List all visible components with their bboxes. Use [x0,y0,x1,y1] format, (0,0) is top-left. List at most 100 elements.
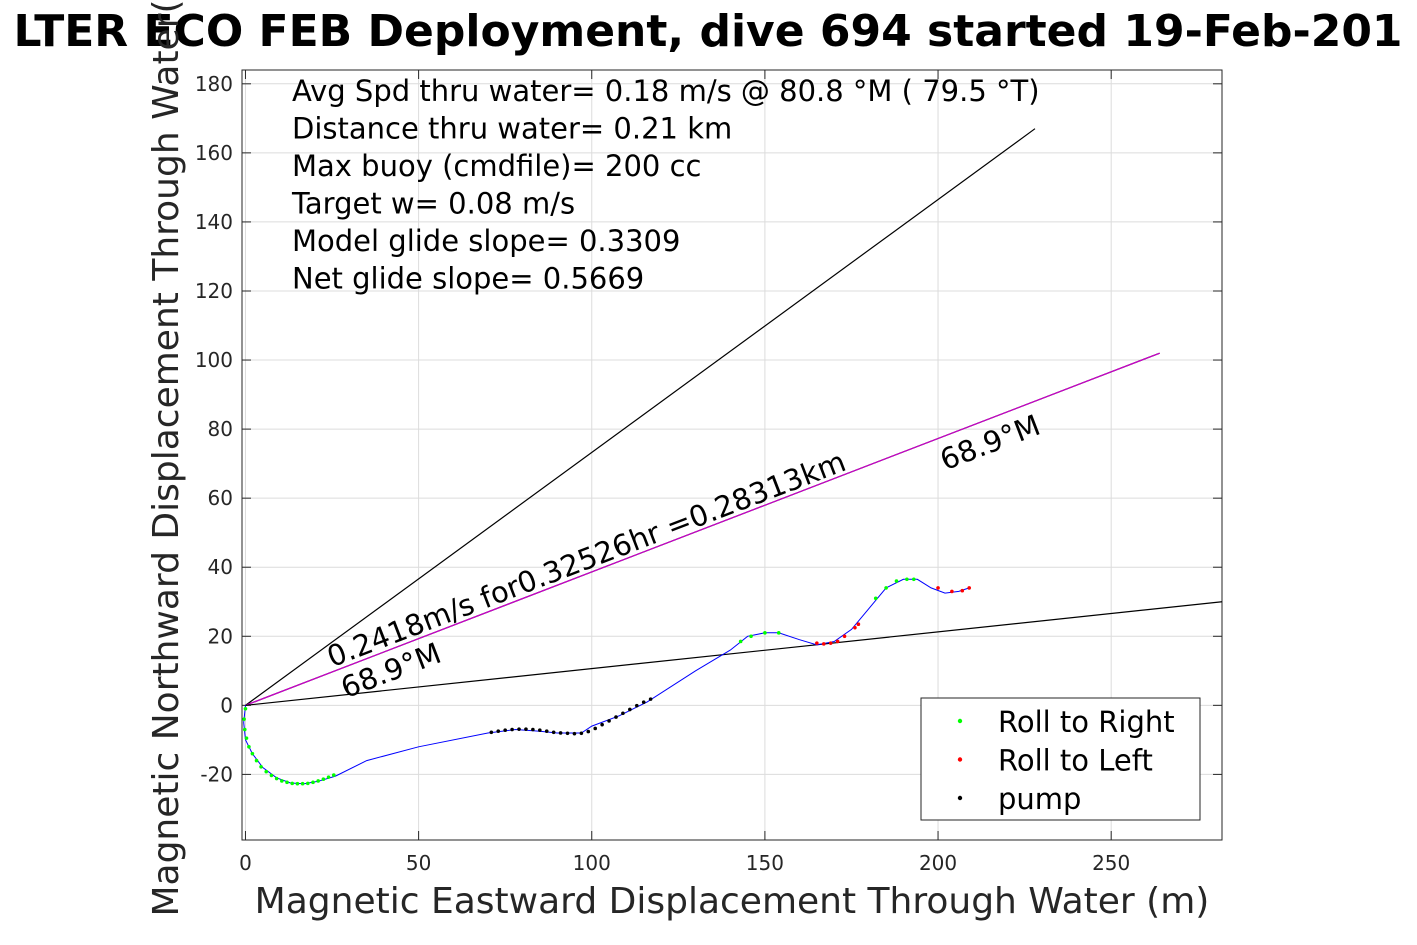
y-tick-label: -20 [200,762,233,786]
legend-label: Roll to Left [998,744,1153,778]
y-tick-label: 180 [195,72,233,96]
roll-to-right-point [331,773,336,777]
roll-to-right-point [274,776,279,781]
pump-point [565,731,570,736]
roll-to-right-point [912,577,916,582]
y-tick-label: 40 [208,555,233,579]
info-line: Max buoy (cmdfile)= 200 cc [292,149,701,183]
roll-to-right-point [321,777,326,782]
ticks: 0 50 100 150 200 250 -20 0 20 40 60 80 100 120 140 160 1… [195,70,1222,875]
pump-point [510,727,514,732]
roll-to-right-point [749,634,753,639]
annotation-text: 0.2418m/s for0.32526hr =0.28313km [322,444,850,674]
pump-point [600,722,604,727]
info-text-block: Avg Spd thru water= 0.18 m/s @ 80.8 °M (… [291,74,1040,296]
y-tick-label: 80 [208,417,233,441]
x-tick-label: 100 [573,851,611,875]
y-tick-label: 160 [195,141,233,165]
roll-to-left-point [835,639,840,644]
pump-point [524,727,528,731]
roll-to-right-point [285,780,289,785]
info-line: Model glide slope= 0.3309 [292,224,680,258]
y-tick-label: 60 [208,486,233,510]
roll-to-left-point [828,641,833,645]
pump-point [558,731,563,735]
roll-to-left-point [936,586,940,590]
roll-to-left-point [815,641,819,645]
roll-to-right-point [873,596,878,601]
y-tick-label: 20 [208,624,233,648]
pump-point [572,731,577,736]
pump-point [641,700,646,705]
legend-label: Roll to Right [998,705,1175,739]
roll-to-left-point [856,622,861,626]
roll-to-right-point [905,577,909,582]
reference-line [245,601,1223,706]
roll-to-right-point [243,706,248,711]
x-tick-label: 250 [1092,851,1130,875]
roll-to-right-point [244,736,249,740]
roll-to-right-point [776,631,781,635]
legend-marker [957,757,963,762]
pump-point [538,728,542,732]
annotations: 0.2418m/s for0.32526hr =0.28313km68.9°M6… [322,408,1044,705]
roll-to-right-point [242,717,246,721]
pump-point [634,703,639,708]
roll-to-right-point [250,751,255,756]
pump-point [517,727,521,731]
legend-box [920,697,1201,821]
y-axis-label: Magnetic Northward Displacement Through … [146,0,187,917]
roll-to-right-point [254,758,259,763]
grid [242,70,1222,840]
pump-point [531,727,535,732]
roll-to-right-point [884,586,888,590]
roll-to-right-point [269,773,274,778]
info-line: Net glide slope= 0.5669 [292,262,644,296]
roll-to-right-point [259,764,263,769]
y-tick-label: 100 [195,348,233,372]
roll-to-right-point [295,781,300,786]
y-tick-label: 120 [195,279,233,303]
reference-line [245,352,1160,706]
roll-to-right-point [738,639,743,644]
roll-to-right-point [305,781,310,786]
roll-to-right-point [316,779,320,783]
info-line: Avg Spd thru water= 0.18 m/s @ 80.8 °M (… [292,74,1040,108]
x-axis-label: Magnetic Eastward Displacement Through W… [255,881,1210,922]
legend: Roll to Right Roll to Left pump [920,697,1201,821]
legend-label: pump [998,782,1081,816]
x-tick-label: 0 [239,851,252,875]
roll-to-right-point [763,631,767,635]
x-tick-label: 50 [406,851,431,875]
roll-to-right-point [247,744,251,749]
roll-to-right-point [242,727,247,732]
info-line: Distance thru water= 0.21 km [292,112,732,146]
pump-point [614,715,618,719]
pump-point [607,719,611,723]
pump-point [586,729,591,734]
roll-to-left-point [960,588,965,593]
roll-to-right-point [264,769,269,774]
roll-to-left-point [821,642,826,646]
roll-to-right-point [280,779,284,783]
pump-point [628,707,632,712]
pump-point [648,697,653,701]
pump-point [544,729,549,734]
pump-point [579,731,584,736]
roll-to-right-point [326,775,331,779]
roll-to-right-point [300,781,305,786]
axes-frame [241,69,1223,841]
roll-to-left-point [842,634,847,639]
pump-point [621,711,625,716]
roll-to-right-point [311,780,315,785]
pump-point [496,729,501,734]
pump-point [489,730,494,735]
pump-point [551,730,556,735]
chart-title: LTER ECO FEB Deployment, dive 694 starte… [13,6,1402,57]
x-tick-label: 150 [746,851,784,875]
legend-marker [957,795,963,801]
roll-to-left-point [853,625,857,630]
roll-to-left-point [950,589,954,594]
reference-lines [245,128,1223,706]
